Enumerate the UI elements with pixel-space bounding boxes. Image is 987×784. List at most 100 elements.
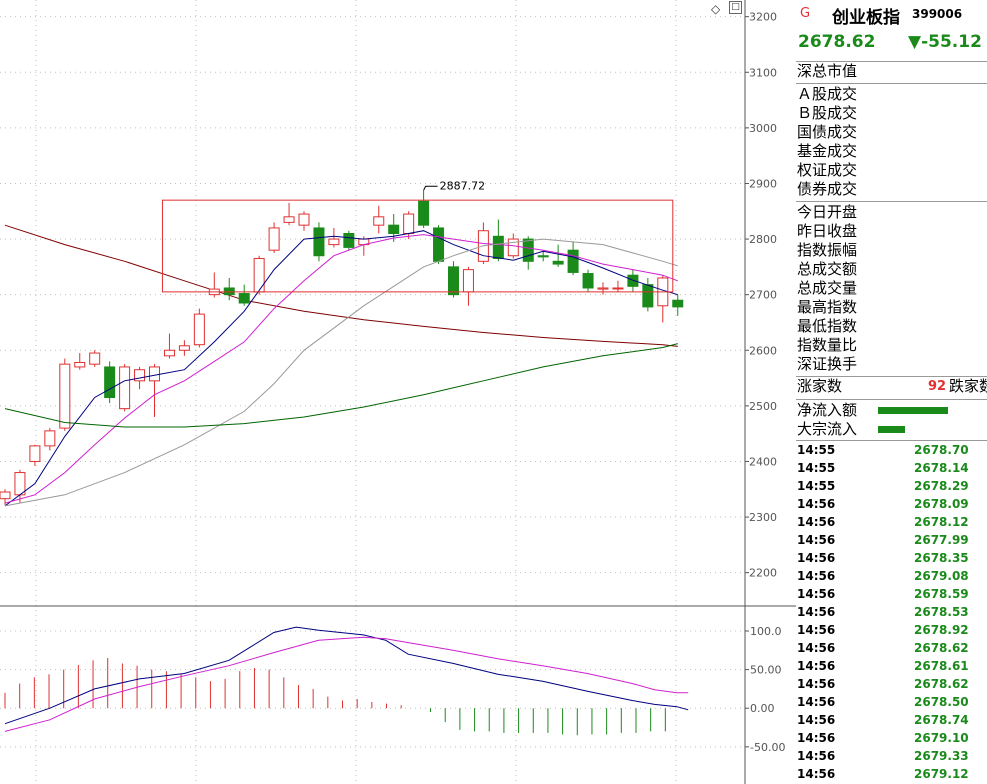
candle-body-up xyxy=(507,238,519,257)
ma5-line xyxy=(4,230,678,507)
price-tick-label: 2300 xyxy=(749,511,777,524)
tick-price: 2679.10 xyxy=(914,731,969,745)
field-label: 指数振幅 xyxy=(797,241,858,259)
field-label: 最低指数 xyxy=(797,317,858,335)
candle-body-up xyxy=(178,345,190,351)
price-axis: 2200 2300 2400 2500 2600 2700 2800 2900 3000 3100… xyxy=(745,11,777,580)
flow-label: 大宗流入 xyxy=(797,420,858,438)
candle-body-down xyxy=(627,274,639,287)
high-marker xyxy=(423,185,438,191)
price-tick-label: 2800 xyxy=(749,233,777,246)
tick-price: 2678.62 xyxy=(914,677,969,691)
field-label: 权证成交 xyxy=(797,161,858,179)
candle-body-up xyxy=(597,287,609,290)
tick-price: 2679.08 xyxy=(914,569,969,583)
indicator-tick-label: 50.00 xyxy=(750,664,782,677)
candle-body-down xyxy=(388,224,400,235)
candle-body-up xyxy=(163,349,175,357)
tick-time: 14:56 xyxy=(797,641,836,655)
field-label: 总成交额 xyxy=(797,260,858,278)
up-count-value: 92 xyxy=(928,379,947,394)
price-tick-label: 3100 xyxy=(749,66,777,79)
index-name: 创业板指 xyxy=(832,8,900,28)
last-price: 2678.62 xyxy=(798,32,876,52)
candle-body-down xyxy=(238,293,250,304)
candle-body-up xyxy=(253,258,265,293)
ma20-line xyxy=(4,238,678,507)
tick-time: 14:56 xyxy=(797,713,836,727)
tick-time: 14:55 xyxy=(797,479,836,493)
candle-body-down xyxy=(418,200,430,226)
candle-body-up xyxy=(612,287,624,290)
candle-body-up xyxy=(462,269,474,293)
high-annotation: 2887.72 xyxy=(440,179,486,192)
tick-price: 2678.53 xyxy=(914,605,969,619)
divider xyxy=(796,61,987,62)
tick-time: 14:56 xyxy=(797,659,836,673)
flow-label: 净流入额 xyxy=(797,401,858,419)
candle-body-up xyxy=(89,352,101,365)
candle-body-up xyxy=(373,216,385,226)
candle-body-up xyxy=(74,361,86,368)
divider xyxy=(796,440,987,441)
tick-price: 2678.35 xyxy=(914,551,969,565)
kline-chart[interactable]: 2887.72 2200 2300 2400 2500 2600 2700 2800 2900… xyxy=(0,0,796,784)
price-tick-label: 3200 xyxy=(749,11,777,24)
indicator-panel xyxy=(0,626,745,748)
field-label: 深证换手 xyxy=(797,355,858,373)
tick-price: 2678.92 xyxy=(914,623,969,637)
price-tick-label: 2400 xyxy=(749,455,777,468)
candle-body-up xyxy=(59,363,71,429)
candle-body-down xyxy=(313,227,325,257)
tick-time: 14:56 xyxy=(797,551,836,565)
zoom-button-icon[interactable]: □ xyxy=(729,1,742,14)
tick-price: 2679.12 xyxy=(914,767,969,781)
field-label: 今日开盘 xyxy=(797,203,858,221)
tick-price: 2678.59 xyxy=(914,587,969,601)
field-label: 昨日收盘 xyxy=(797,222,858,240)
candle-body-up xyxy=(29,445,41,462)
candle-body-up xyxy=(328,238,340,246)
candle-body-down xyxy=(642,284,654,308)
field-label: 最高指数 xyxy=(797,298,858,316)
candle-body-down xyxy=(582,273,594,289)
tick-price: 2678.09 xyxy=(914,497,969,511)
quote-panel: G 创业板指 399006 2678.62 ▼-55.12 深总市值 Ａ股成交 Ｂ股… xyxy=(796,0,987,784)
indicator-line-slow xyxy=(4,636,689,732)
tick-time: 14:56 xyxy=(797,515,836,529)
tick-price: 2678.74 xyxy=(914,713,969,727)
flow-bar xyxy=(878,426,905,433)
divider xyxy=(796,376,987,377)
field-label: 指数量比 xyxy=(797,336,858,354)
field-label: 债券成交 xyxy=(797,180,858,198)
candle-body-up xyxy=(283,216,295,223)
tick-price: 2678.62 xyxy=(914,641,969,655)
field-label: Ａ股成交 xyxy=(797,85,858,103)
diamond-icon[interactable]: ◇ xyxy=(711,2,721,16)
ma10-line xyxy=(4,234,678,504)
indicator-tick-label: -50.00 xyxy=(750,741,785,754)
price-tick-label: 3000 xyxy=(749,122,777,135)
ma120-layer xyxy=(4,224,678,347)
field-label: 基金成交 xyxy=(797,142,858,160)
tick-time: 14:56 xyxy=(797,749,836,763)
candle-body-up xyxy=(149,366,160,382)
price-tick-label: 2500 xyxy=(749,400,777,413)
tick-price: 2679.33 xyxy=(914,749,969,763)
tick-price: 2677.99 xyxy=(914,533,969,547)
candle-body-up xyxy=(403,213,415,235)
tick-price: 2678.50 xyxy=(914,695,969,709)
tick-time: 14:56 xyxy=(797,731,836,745)
indicator-tick-label: 100.0 xyxy=(750,625,782,638)
candle-body-down xyxy=(672,299,684,308)
indicator-axis: 100.0 50.00 0.00 -50.00 xyxy=(745,625,785,754)
candle-body-down xyxy=(433,227,445,262)
candle-body-down xyxy=(537,255,549,258)
tick-time: 14:56 xyxy=(797,695,836,709)
candle-body-down xyxy=(492,235,504,260)
tick-time: 14:56 xyxy=(797,677,836,691)
candle-body-up xyxy=(44,430,56,447)
candle-body-up xyxy=(14,472,26,496)
consolidation-box xyxy=(161,199,674,293)
candle-body-up xyxy=(298,213,310,226)
